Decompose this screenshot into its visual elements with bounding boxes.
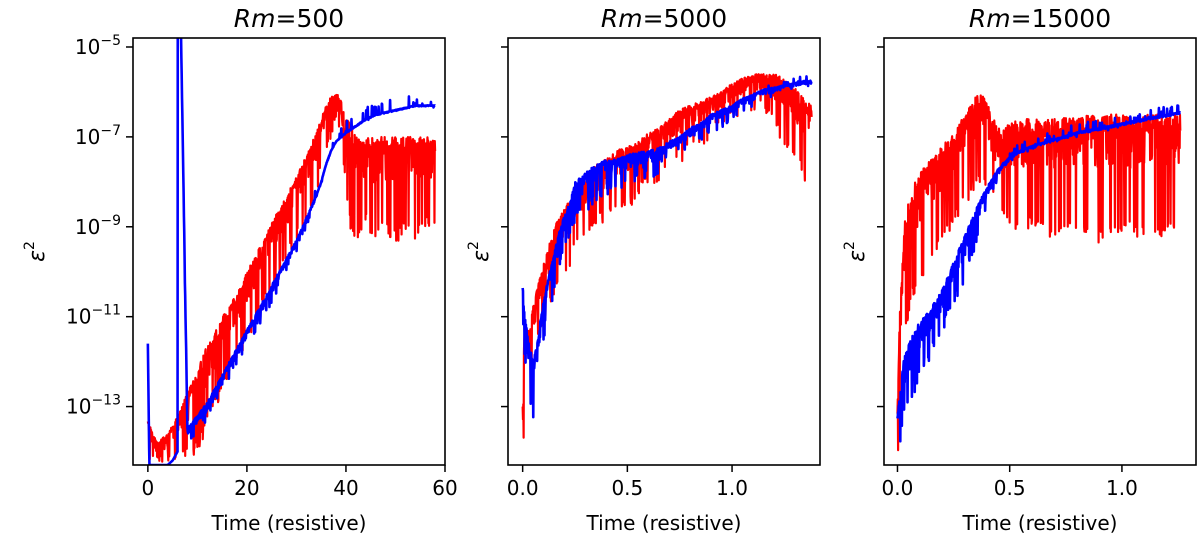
y-tick-label: 10−5 xyxy=(75,33,121,59)
y-axis-label: ε2 xyxy=(842,241,870,262)
x-tick-label: 1.0 xyxy=(1106,476,1138,500)
x-axis-label: Time (resistive) xyxy=(211,511,367,535)
x-tick-label: 60 xyxy=(432,476,457,500)
series-blue-line xyxy=(146,38,437,465)
x-tick-label: 0.0 xyxy=(882,476,914,500)
x-tick-label: 1.0 xyxy=(716,476,748,500)
y-tick-label: 10−13 xyxy=(66,393,121,419)
x-tick-label: 40 xyxy=(333,476,358,500)
y-tick-label: 10−9 xyxy=(75,213,121,239)
series-red-line xyxy=(146,93,437,463)
plot-area xyxy=(896,94,1182,452)
panel-2: 0.0 0.5 1.0 Rm=5000 Time (resistive) ε2 xyxy=(466,4,821,535)
x-axis-label: Time (resistive) xyxy=(962,511,1118,535)
series-red-line xyxy=(521,73,813,439)
axes-frame xyxy=(883,37,1197,466)
x-tick-label: 20 xyxy=(234,476,259,500)
y-tick-label: 10−7 xyxy=(75,123,121,149)
axes-frame xyxy=(132,37,446,466)
y-tick-label: 10−11 xyxy=(66,303,121,329)
x-tick-label: 0.5 xyxy=(994,476,1026,500)
series-blue-line xyxy=(896,104,1182,443)
panel-1: 0 20 40 60 10−13 10−11 10−9 10−7 10−5 Rm=500 Time … xyxy=(22,4,458,535)
axes-frame xyxy=(507,37,821,466)
x-axis-label: Time (resistive) xyxy=(586,511,742,535)
plot-area xyxy=(146,38,437,465)
panel-title: Rm=500 xyxy=(234,4,344,33)
panel-title: Rm=5000 xyxy=(601,4,727,33)
series-blue-line xyxy=(521,75,813,419)
panel-title: Rm=15000 xyxy=(969,4,1111,33)
series-red-line xyxy=(896,94,1182,452)
panel-3: 0.0 0.5 1.0 Rm=15000 Time (resistive) ε2 xyxy=(842,4,1197,535)
x-tick-label: 0.5 xyxy=(611,476,643,500)
plot-area xyxy=(521,73,813,439)
x-tick-label: 0.0 xyxy=(507,476,539,500)
y-axis-label: ε2 xyxy=(466,241,494,262)
y-axis-label: ε2 xyxy=(22,241,50,262)
x-tick-label: 0 xyxy=(141,476,154,500)
